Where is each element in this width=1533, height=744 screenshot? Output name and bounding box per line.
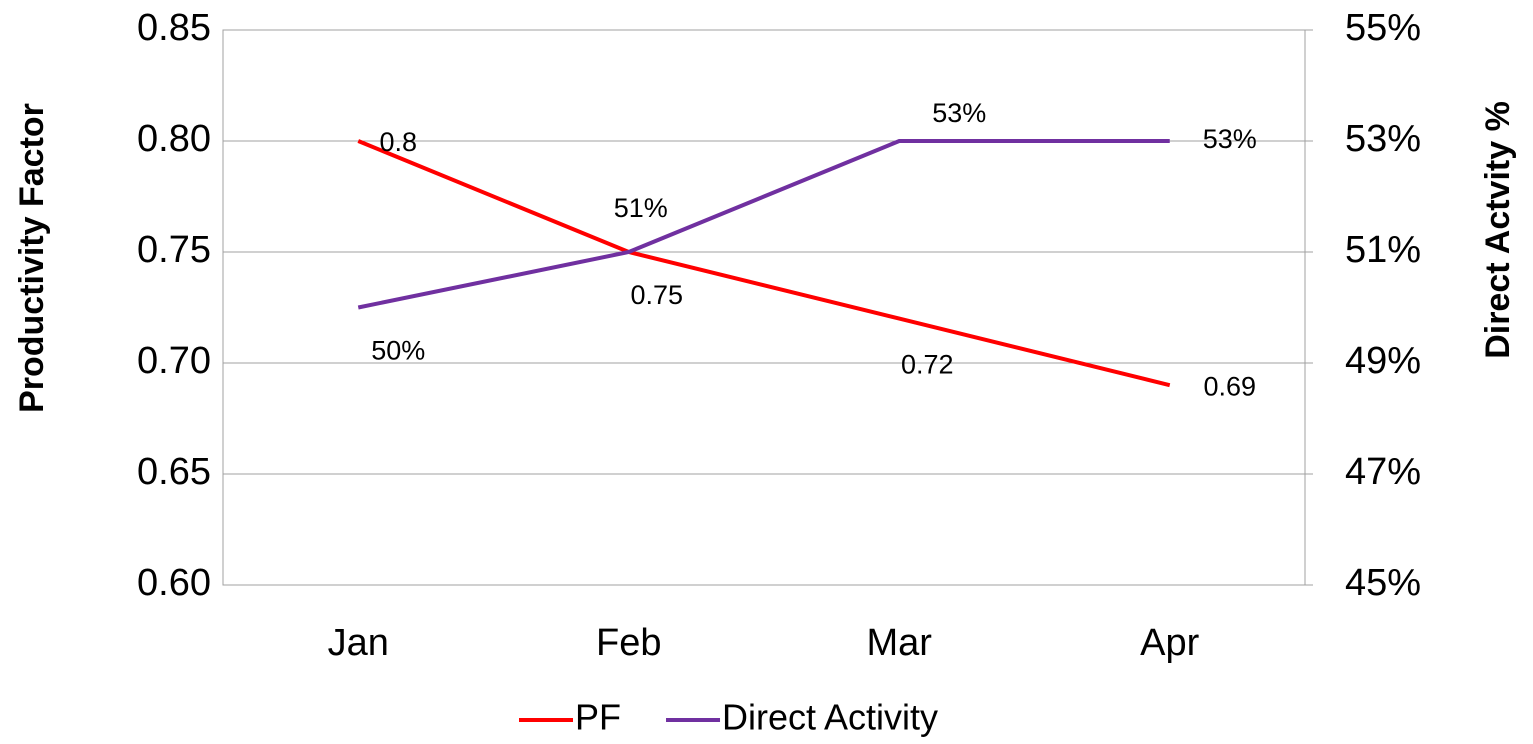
data-label: 0.72 xyxy=(901,350,954,380)
x-tick-label: Mar xyxy=(867,622,933,664)
y2-tick-label: 45% xyxy=(1345,562,1421,604)
data-label: 0.8 xyxy=(379,127,417,157)
y-tick-label: 0.70 xyxy=(137,340,211,382)
y2-axis-title: Direct Actvity % xyxy=(1479,101,1517,359)
y-tick-label: 0.65 xyxy=(137,451,211,493)
data-label: 0.69 xyxy=(1203,371,1256,401)
x-tick-label: Feb xyxy=(596,622,661,664)
data-label: 53% xyxy=(932,98,986,128)
y2-tick-label: 55% xyxy=(1345,7,1421,49)
line xyxy=(357,139,1170,310)
data-label: 0.75 xyxy=(630,280,683,310)
y-axis-title: Productivity Factor xyxy=(13,103,51,413)
y2-tick-label: 51% xyxy=(1345,229,1421,271)
x-tick-label: Jan xyxy=(328,622,389,664)
y2-tick-label: 47% xyxy=(1345,451,1421,493)
y-tick-label: 0.85 xyxy=(137,7,211,49)
legend-label: Direct Activity xyxy=(722,697,938,738)
y2-tick-label: 53% xyxy=(1345,118,1421,160)
plot-area xyxy=(222,29,1306,586)
data-label: 50% xyxy=(371,336,425,366)
data-label: 53% xyxy=(1203,124,1257,154)
y-tick-label: 0.80 xyxy=(137,118,211,160)
x-tick-label: Apr xyxy=(1140,622,1199,664)
y2-tick-label: 49% xyxy=(1345,340,1421,382)
line xyxy=(357,139,1171,388)
data-label: 51% xyxy=(614,193,668,223)
legend-label: PF xyxy=(575,697,621,738)
y-tick-label: 0.75 xyxy=(137,229,211,271)
y-tick-label: 0.60 xyxy=(137,562,211,604)
